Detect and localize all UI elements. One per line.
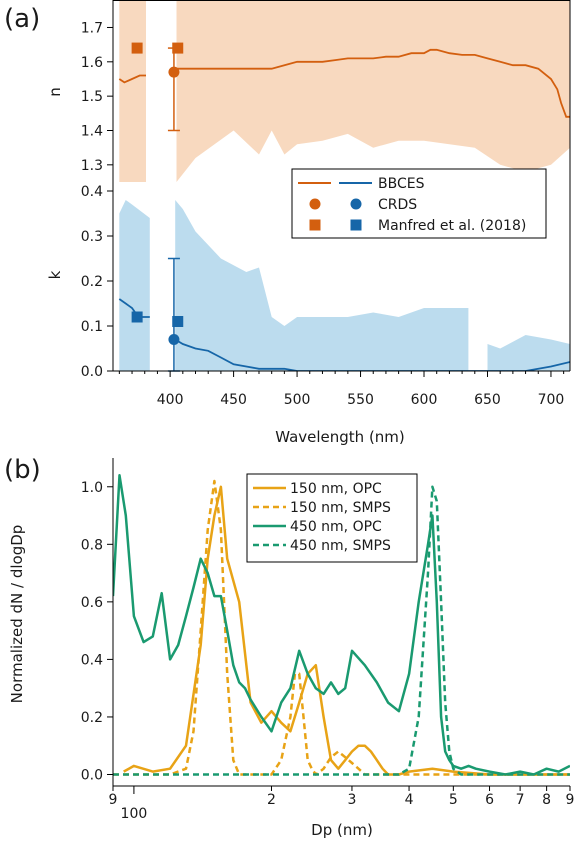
n-y-tick-label-3: 1.6 <box>81 55 103 71</box>
n-band-segment-0 <box>119 0 146 182</box>
k-crds-point <box>168 334 180 345</box>
series-line-3 <box>113 485 570 776</box>
dp-x-tick-label-7: 7 <box>516 792 525 808</box>
normalized-y-tick-label-3: 0.6 <box>81 595 103 611</box>
k-y-axis: 0.0 0.1 0.2 0.3 0.4 <box>81 184 113 380</box>
n-manfred-point-0 <box>131 42 143 54</box>
normalized-y-tick-label-1: 0.2 <box>81 710 103 726</box>
legend-entry-450-smps: 450 nm, SMPS <box>253 538 391 554</box>
normalized-y-tick-label-0: 0.0 <box>81 767 103 783</box>
panel-a-legend: BBCES CRDS Manfred et al. (2018) <box>291 168 547 239</box>
legend-manfred-k-marker <box>350 219 362 231</box>
panel-b-legend: 150 nm, OPC 150 nm, SMPS 450 nm, OPC 450… <box>246 473 418 563</box>
legend-entry-bbces: BBCES <box>298 176 425 192</box>
k-y-tick-label-2: 0.2 <box>81 274 103 290</box>
size-distribution-series <box>113 474 570 776</box>
dp-x-tick-label-0: 9 <box>109 792 118 808</box>
k-bbces-line-segment-1 <box>174 338 570 371</box>
wavelength-x-tick-label-3: 550 <box>347 392 374 408</box>
legend-entry-150-opc: 150 nm, OPC <box>253 481 382 497</box>
legend-crds-n-marker <box>309 198 321 210</box>
dp-x-tick-label-2: 2 <box>267 792 276 808</box>
k-y-tick-label-0: 0.0 <box>81 364 103 380</box>
panel-b-label: (b) <box>4 455 41 485</box>
dp-x-tick-label-6: 6 <box>485 792 494 808</box>
n-y-tick-label-2: 1.5 <box>81 89 103 105</box>
wavelength-x-tick-label-4: 600 <box>411 392 438 408</box>
n-bbces-line-segment-1 <box>176 48 570 118</box>
k-y-tick-label-1: 0.1 <box>81 319 103 335</box>
legend-150-smps-label: 150 nm, SMPS <box>290 500 391 516</box>
normalized-y-tick-label-2: 0.4 <box>81 652 103 668</box>
legend-450-opc-label: 450 nm, OPC <box>290 519 382 535</box>
normalized-y-tick-label-4: 0.8 <box>81 537 103 553</box>
n-crds-point <box>168 66 180 78</box>
panel-a-legend-box <box>291 168 547 239</box>
k-manfred-point-0 <box>131 311 143 323</box>
wavelength-x-tick-label-2: 500 <box>284 392 311 408</box>
series-line-2 <box>113 474 570 776</box>
n-band-segment-1 <box>176 0 570 182</box>
n-subplot: 1.3 1.4 1.5 1.6 1.7 n <box>46 0 570 182</box>
legend-crds-label: CRDS <box>378 197 417 213</box>
n-bbces-line-segment-0 <box>118 74 146 84</box>
legend-450-smps-label: 450 nm, SMPS <box>290 538 391 554</box>
panel-a-frame <box>112 0 571 372</box>
k-subplot: 0.0 0.1 0.2 0.3 0.4 k <box>46 184 570 380</box>
legend-crds-k-marker <box>350 198 362 210</box>
k-y-tick-label-4: 0.4 <box>81 184 103 200</box>
dp-x-tick-label-3: 3 <box>347 792 356 808</box>
wavelength-x-tick-label-6: 700 <box>538 392 565 408</box>
k-y-tick-label-3: 0.3 <box>81 229 103 245</box>
dp-x-tick-label-4: 4 <box>405 792 414 808</box>
wavelength-axis-label: Wavelength (nm) <box>275 428 405 446</box>
legend-manfred-label: Manfred et al. (2018) <box>378 218 526 234</box>
dp-x-tick-label-5: 5 <box>449 792 458 808</box>
normalized-y-tick-label-5: 1.0 <box>81 480 103 496</box>
legend-manfred-n-marker <box>309 219 321 231</box>
n-reference-points <box>131 42 184 132</box>
k-reference-points <box>131 257 184 372</box>
n-axis-label: n <box>46 87 64 97</box>
legend-150-opc-label: 150 nm, OPC <box>290 481 382 497</box>
k-band-segment-2 <box>487 335 570 371</box>
dp-x-tick-label-8: 8 <box>542 792 551 808</box>
n-manfred-point-1 <box>172 42 184 54</box>
k-band-segment-0 <box>119 200 150 371</box>
k-uncertainty-band <box>119 200 570 371</box>
normalized-y-axis: 0.0 0.2 0.4 0.6 0.8 1.0 <box>81 480 113 783</box>
n-y-tick-label-1: 1.4 <box>81 123 103 139</box>
n-uncertainty-band <box>119 0 570 182</box>
legend-entry-manfred: Manfred et al. (2018) <box>309 218 526 234</box>
n-y-tick-label-0: 1.3 <box>81 158 103 174</box>
wavelength-x-tick-label-1: 450 <box>220 392 247 408</box>
wavelength-x-tick-label-0: 400 <box>157 392 184 408</box>
k-band-segment-1 <box>175 200 469 371</box>
k-manfred-point-1 <box>172 316 184 327</box>
dp-x-tick-label-1: 100 <box>121 806 148 822</box>
legend-bbces-label: BBCES <box>378 176 425 192</box>
dp-x-tick-label-9: 9 <box>566 792 575 808</box>
n-y-tick-label-4: 1.7 <box>81 20 103 36</box>
panel-b-frame <box>112 458 570 787</box>
n-bbces-series <box>118 48 570 118</box>
wavelength-x-tick-label-5: 650 <box>474 392 501 408</box>
legend-entry-150-smps: 150 nm, SMPS <box>253 500 391 516</box>
legend-entry-450-opc: 450 nm, OPC <box>253 519 382 535</box>
series-line-1 <box>113 479 570 776</box>
legend-entry-crds: CRDS <box>309 197 417 213</box>
dp-axis-label: Dp (nm) <box>311 821 373 839</box>
n-y-axis: 1.3 1.4 1.5 1.6 1.7 <box>81 20 113 174</box>
normalized-axis-label: Normalized dN / dlogDp <box>8 525 26 704</box>
wavelength-x-axis: 400 450 500 550 600 650 700 <box>118 371 565 408</box>
k-axis-label: k <box>46 270 64 279</box>
panel-a-label: (a) <box>4 4 40 34</box>
